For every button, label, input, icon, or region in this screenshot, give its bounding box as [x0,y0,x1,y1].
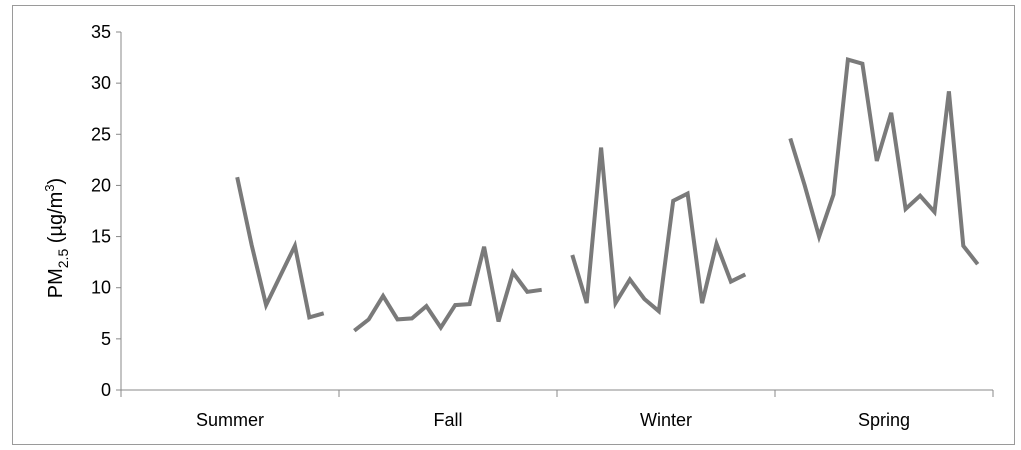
ylabel-sup: 3 [42,184,57,191]
series-line-fall [353,246,542,333]
y-axis-label: PM2.5 (µg/m3) [42,178,71,298]
y-tick-label: 0 [101,380,111,400]
x-category-label: Summer [196,410,264,430]
y-axis: 0 5 10 15 20 25 30 35 [91,22,122,400]
series-line-winter [570,147,747,316]
y-tick-label: 10 [91,278,111,298]
x-category-label: Winter [640,410,692,430]
y-tick-label: 25 [91,124,111,144]
ylabel-unit-pre: (µg/m [45,192,67,249]
x-category-label: Fall [433,410,462,430]
x-category-label: Spring [858,410,910,430]
y-tick-label: 5 [101,329,111,349]
ylabel-sub: 2.5 [55,249,71,269]
y-tick-label: 35 [91,22,111,42]
y-tick-label: 15 [91,227,111,247]
series-lines [235,57,980,333]
series-line-summer [235,176,325,320]
y-tick-label: 30 [91,73,111,93]
ylabel-unit-post: ) [45,178,67,185]
y-tick-label: 20 [91,175,111,195]
x-axis: Summer Fall Winter Spring [120,389,994,430]
series-line-spring [788,57,980,266]
ylabel-main: PM [45,268,67,298]
